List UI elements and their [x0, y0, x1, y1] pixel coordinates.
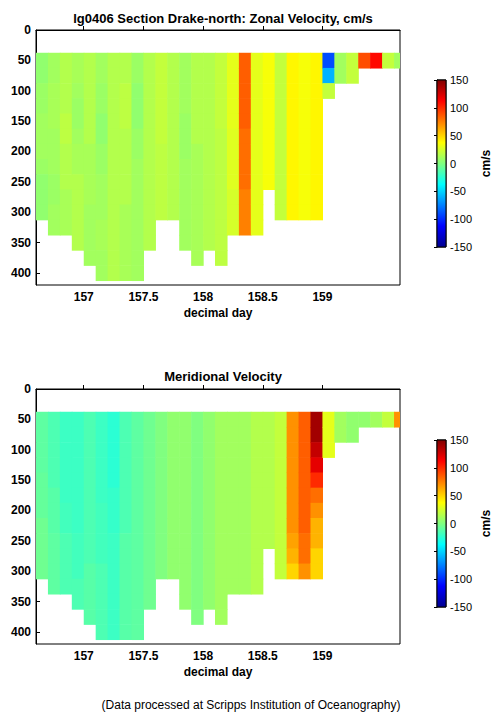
svg-text:150: 150 — [450, 434, 468, 446]
svg-text:158.5: 158.5 — [248, 649, 278, 663]
svg-text:157: 157 — [74, 649, 94, 663]
svg-text:150: 150 — [11, 114, 31, 128]
svg-text:100: 100 — [11, 84, 31, 98]
svg-text:200: 200 — [11, 144, 31, 158]
svg-text:lg0406 Section Drake-north: Zo: lg0406 Section Drake-north: Zonal Veloci… — [73, 11, 373, 26]
svg-text:50: 50 — [18, 412, 32, 426]
svg-text:300: 300 — [11, 205, 31, 219]
svg-text:400: 400 — [11, 625, 31, 639]
svg-text:-50: -50 — [450, 185, 466, 197]
svg-text:300: 300 — [11, 564, 31, 578]
svg-text:250: 250 — [11, 175, 31, 189]
svg-text:-150: -150 — [450, 241, 472, 253]
svg-text:-50: -50 — [450, 545, 466, 557]
svg-text:400: 400 — [11, 266, 31, 280]
svg-text:100: 100 — [11, 443, 31, 457]
svg-text:150: 150 — [450, 74, 468, 86]
svg-text:cm/s: cm/s — [479, 510, 493, 538]
svg-text:decimal day: decimal day — [184, 306, 253, 320]
svg-text:-100: -100 — [450, 213, 472, 225]
svg-text:0: 0 — [450, 158, 456, 170]
svg-text:0: 0 — [450, 518, 456, 530]
svg-text:Meridional Velocity: Meridional Velocity — [164, 369, 283, 384]
svg-text:159: 159 — [312, 649, 332, 663]
svg-text:157: 157 — [74, 290, 94, 304]
svg-text:350: 350 — [11, 595, 31, 609]
svg-text:50: 50 — [18, 53, 32, 67]
svg-text:158.5: 158.5 — [248, 290, 278, 304]
svg-text:200: 200 — [11, 503, 31, 517]
svg-text:cm/s: cm/s — [479, 150, 493, 178]
svg-text:100: 100 — [450, 102, 468, 114]
svg-text:50: 50 — [450, 130, 462, 142]
svg-text:100: 100 — [450, 462, 468, 474]
svg-text:250: 250 — [11, 534, 31, 548]
svg-text:-150: -150 — [450, 601, 472, 613]
svg-text:0: 0 — [24, 382, 31, 396]
svg-text:350: 350 — [11, 236, 31, 250]
svg-text:157.5: 157.5 — [128, 290, 158, 304]
svg-text:158: 158 — [193, 649, 213, 663]
svg-text:(Data processed at Scripps Ins: (Data processed at Scripps Institution o… — [102, 698, 401, 712]
svg-text:50: 50 — [450, 490, 462, 502]
svg-text:158: 158 — [193, 290, 213, 304]
svg-text:157.5: 157.5 — [128, 649, 158, 663]
svg-text:159: 159 — [312, 290, 332, 304]
svg-text:0: 0 — [24, 23, 31, 37]
svg-text:150: 150 — [11, 473, 31, 487]
svg-text:-100: -100 — [450, 573, 472, 585]
svg-text:decimal day: decimal day — [184, 665, 253, 679]
